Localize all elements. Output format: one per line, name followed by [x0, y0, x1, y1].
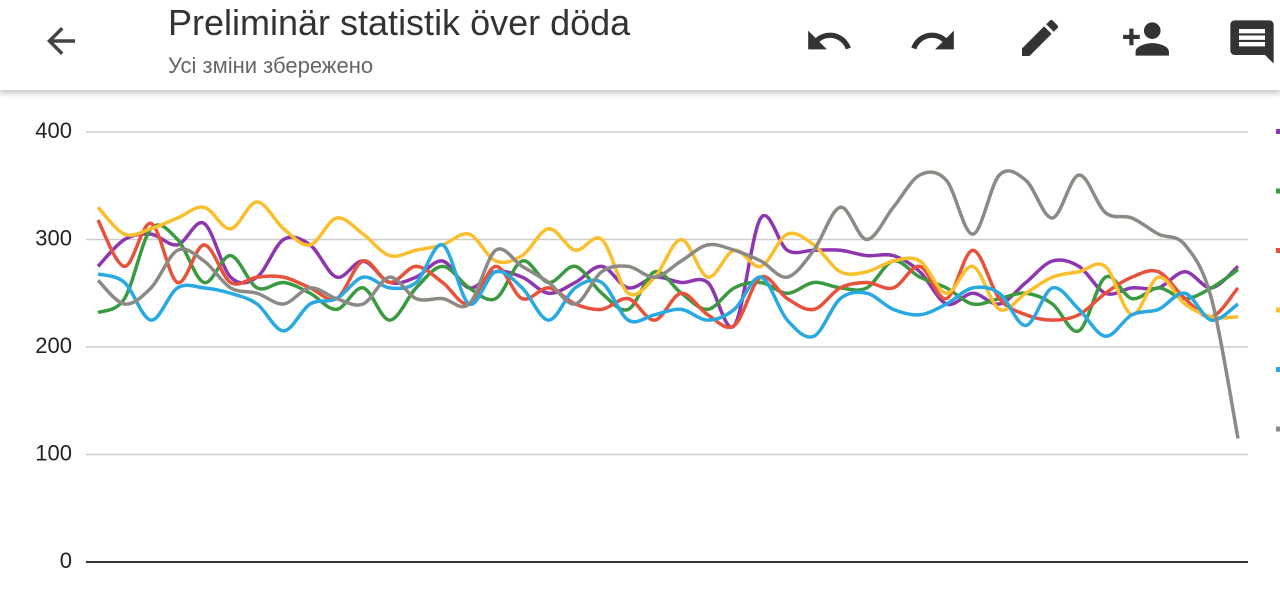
- y-tick-label: 200: [35, 333, 72, 358]
- back-button[interactable]: [40, 20, 82, 62]
- legend-swatch: [1276, 307, 1280, 313]
- y-tick-label: 400: [35, 118, 72, 143]
- comment-button[interactable]: [1226, 16, 1278, 68]
- redo-button[interactable]: [908, 16, 958, 66]
- y-tick-label: 300: [35, 225, 72, 250]
- series-line: [96, 219, 1240, 329]
- legend-swatch: [1276, 188, 1280, 194]
- edit-button[interactable]: [1016, 14, 1064, 62]
- legend-swatch: [1276, 248, 1280, 253]
- toolbar: Preliminär statistik över döda Усі зміни…: [0, 0, 1280, 90]
- legend-swatch: [1276, 426, 1280, 432]
- undo-button[interactable]: [804, 16, 854, 66]
- series-line: [97, 223, 1240, 334]
- series-line: [97, 243, 1240, 339]
- series-line: [96, 169, 1240, 439]
- y-tick-label: 0: [60, 548, 72, 573]
- subtitle: Усі зміни збережено: [168, 53, 374, 78]
- legend-swatch: [1276, 367, 1280, 372]
- share-button[interactable]: [1118, 14, 1174, 64]
- series-line: [96, 200, 1239, 320]
- series-line: [96, 213, 1240, 329]
- y-tick-label: 100: [35, 440, 72, 465]
- title: Preliminär statistik över döda: [168, 2, 631, 43]
- legend-swatch: [1276, 129, 1280, 134]
